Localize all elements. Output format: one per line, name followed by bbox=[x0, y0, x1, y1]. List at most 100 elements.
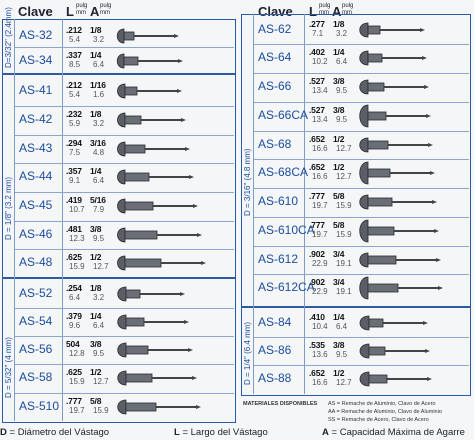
length-inches: .212 bbox=[66, 25, 82, 35]
rivet-code: AS-610CA bbox=[258, 223, 315, 237]
length-mm: 5.4 bbox=[69, 35, 81, 44]
length-mm: 16.6 bbox=[312, 378, 328, 387]
legend-d: D = Diámetro del Vástago bbox=[0, 427, 109, 438]
length-mm: 22.9 bbox=[312, 259, 328, 268]
length-inches: .232 bbox=[66, 109, 82, 119]
row-separator bbox=[15, 308, 234, 309]
grip-mm: 6.4 bbox=[336, 322, 348, 331]
length-mm: 13.4 bbox=[312, 115, 328, 124]
rivet-drawing bbox=[359, 252, 441, 268]
materials-line-2: AA = Remache de Aluminio, Clavo de Alumi… bbox=[328, 409, 442, 415]
grip-mm: 9.5 bbox=[336, 115, 348, 124]
row-separator bbox=[254, 337, 469, 338]
length-mm: 19.7 bbox=[69, 406, 85, 415]
length-mm: 15.9 bbox=[69, 262, 85, 271]
grip-mm: 9.5 bbox=[93, 234, 105, 243]
grip-mm: 9.5 bbox=[336, 350, 348, 359]
row-separator bbox=[254, 188, 469, 189]
row-separator bbox=[15, 221, 234, 222]
rivet-code: AS-62 bbox=[258, 22, 292, 36]
right-group-frame-1 bbox=[241, 14, 471, 307]
grip-mm: 6.4 bbox=[93, 321, 105, 330]
rivet-drawing bbox=[359, 137, 433, 153]
length-mm: 16.6 bbox=[312, 172, 328, 181]
grip-mm: 4.8 bbox=[93, 148, 105, 157]
length-inches: .277 bbox=[309, 19, 325, 29]
grip-inches: 1/2 bbox=[90, 252, 102, 262]
left-header-l-mm: mm bbox=[76, 10, 86, 16]
row-separator bbox=[254, 159, 469, 160]
grip-inches: 5/16 bbox=[90, 195, 106, 205]
grip-inches: 3/8 bbox=[90, 224, 102, 234]
grip-inches: 1/16 bbox=[90, 80, 106, 90]
length-inches: 504 bbox=[66, 339, 80, 349]
row-separator bbox=[254, 73, 469, 74]
materials-line-1: AS = Remache de Aluminio, Clavo de Acero bbox=[328, 401, 436, 407]
left-header-a-pulg: pulg bbox=[100, 3, 112, 9]
grip-mm: 6.4 bbox=[93, 176, 105, 185]
length-inches: .625 bbox=[66, 367, 82, 377]
left-divider-code bbox=[62, 19, 63, 421]
grip-inches: 1/2 bbox=[90, 367, 102, 377]
right-group-label-1: D = 3/16" (4.8 mm) bbox=[243, 148, 252, 216]
length-mm: 22.9 bbox=[312, 287, 328, 296]
length-mm: 13.4 bbox=[312, 86, 328, 95]
grip-inches: 3/8 bbox=[333, 76, 345, 86]
length-inches: .357 bbox=[66, 166, 82, 176]
rivet-drawing bbox=[117, 83, 182, 99]
length-inches: .625 bbox=[66, 252, 82, 262]
length-inches: .527 bbox=[309, 76, 325, 86]
length-mm: 13.6 bbox=[312, 350, 328, 359]
length-inches: .379 bbox=[66, 311, 82, 321]
grip-inches: 1/4 bbox=[90, 166, 102, 176]
row-separator bbox=[15, 106, 234, 107]
rivet-drawing bbox=[359, 50, 427, 66]
row-separator bbox=[254, 274, 469, 275]
grip-mm: 3.2 bbox=[93, 35, 105, 44]
rivet-drawing bbox=[117, 169, 194, 185]
grip-mm: 9.5 bbox=[93, 349, 105, 358]
grip-inches: 3/8 bbox=[333, 105, 345, 115]
length-inches: .652 bbox=[309, 368, 325, 378]
grip-mm: 19.1 bbox=[336, 287, 352, 296]
rivet-drawing bbox=[117, 399, 201, 415]
length-mm: 10.4 bbox=[312, 322, 328, 331]
grip-inches: 3/4 bbox=[333, 249, 345, 259]
row-separator bbox=[254, 131, 469, 132]
legend-l-letter: L bbox=[174, 427, 180, 438]
rivet-code: AS-612 bbox=[258, 252, 299, 266]
grip-mm: 6.4 bbox=[93, 60, 105, 69]
rivet-code: AS-68CA bbox=[258, 165, 309, 179]
left-divider-group bbox=[14, 19, 15, 421]
rivet-drawing bbox=[359, 219, 439, 243]
grip-mm: 1.6 bbox=[93, 90, 105, 99]
legend-a-text: = Capacidad Máxima de Agarre bbox=[331, 427, 465, 438]
right-group-frame-2 bbox=[241, 307, 471, 396]
length-mm: 7.1 bbox=[312, 29, 324, 38]
grip-inches: 3/16 bbox=[90, 138, 106, 148]
left-group-frame-1 bbox=[2, 19, 236, 74]
rivet-drawing bbox=[117, 198, 198, 214]
rivet-code: AS-510 bbox=[19, 399, 60, 413]
length-mm: 6.4 bbox=[69, 293, 81, 302]
left-group-label-2: D = 1/8" (3.2 mm) bbox=[4, 176, 13, 240]
rivet-drawing bbox=[116, 53, 183, 69]
length-mm: 19.7 bbox=[312, 230, 328, 239]
left-header-a: A bbox=[90, 4, 100, 19]
rivet-drawing bbox=[117, 314, 189, 330]
row-separator bbox=[15, 249, 234, 250]
row-separator bbox=[15, 192, 234, 193]
left-group-label-3: D = 5/32" (4 mm) bbox=[4, 337, 13, 398]
length-inches: .652 bbox=[309, 134, 325, 144]
rivet-drawing bbox=[117, 227, 202, 243]
grip-mm: 15.9 bbox=[336, 230, 352, 239]
legend-a-letter: A bbox=[322, 427, 329, 438]
rivet-drawing bbox=[359, 79, 429, 95]
left-group-frame-2 bbox=[2, 74, 236, 278]
grip-inches: 1/8 bbox=[90, 283, 102, 293]
length-mm: 12.3 bbox=[69, 234, 85, 243]
grip-inches: 3/4 bbox=[333, 277, 345, 287]
length-inches: .777 bbox=[309, 191, 325, 201]
rivet-drawing bbox=[359, 315, 428, 331]
legend-d-text: = Diámetro del Vástago bbox=[9, 427, 110, 438]
